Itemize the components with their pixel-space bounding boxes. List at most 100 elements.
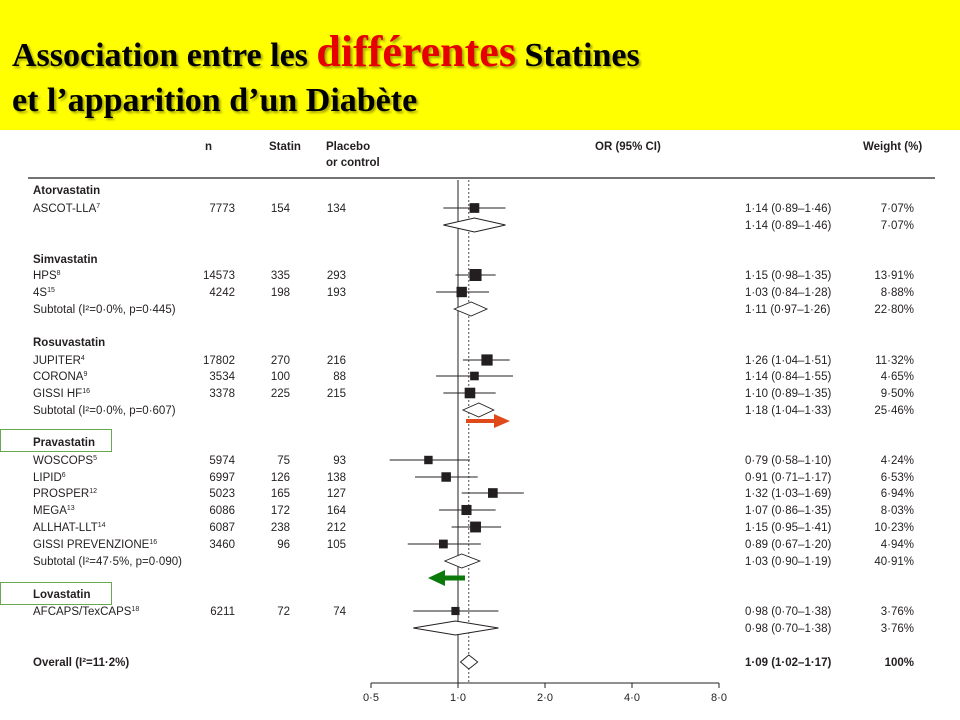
study-marker-point [438,539,448,549]
study-weight: 4·24% [881,455,914,467]
subtotal-weight: 25·46% [874,405,914,417]
study-marker-point [451,606,460,616]
study-statin-events: 100 [271,371,290,383]
study-or-ci: 0·89 (0·67–1·20) [745,539,831,551]
study-weight: 8·03% [881,505,914,517]
subtotal-label: Subtotal (I²=0·0%, p=0·445) [33,304,176,316]
study-marker-point [470,371,479,381]
subtotal-weight: 40·91% [874,556,914,568]
study-label: PROSPER12 [33,488,97,500]
group-heading: Rosuvastatin [33,337,105,349]
study-statin-events: 126 [271,472,290,484]
study-weight: 6·53% [881,472,914,484]
study-marker-point [424,455,433,465]
study-label: WOSCOPS5 [33,455,97,467]
subtotal-or-ci: 1·18 (1·04–1·33) [745,405,831,417]
study-statin-events: 75 [277,455,290,467]
study-n: 14573 [203,270,235,282]
study-n: 17802 [203,355,235,367]
study-statin-events: 238 [271,522,290,534]
study-or-ci: 0·98 (0·70–1·38) [745,606,831,618]
subtotal-or-ci: 1·11 (0·97–1·26) [745,304,831,316]
study-weight: 3·76% [881,606,914,618]
study-placebo-events: 215 [327,388,346,400]
study-or-ci: 0·91 (0·71–1·17) [745,472,831,484]
study-placebo-events: 293 [327,270,346,282]
study-statin-events: 335 [271,270,290,282]
x-tick-label: 8·0 [711,692,727,704]
study-placebo-events: 74 [333,606,346,618]
group-heading: Atorvastatin [33,185,100,197]
pravastatin-highlight-box [0,429,112,452]
subtotal-label: Subtotal (I²=0·0%, p=0·607) [33,405,176,417]
slide-title-line-2: et l’apparition d’un Diabète [12,82,418,119]
study-label: HPS8 [33,270,61,282]
study-statin-events: 96 [277,539,290,551]
x-tick-label: 0·5 [363,692,379,704]
overall-or-ci: 1·09 (1·02–1·17) [745,657,831,669]
subtotal-weight: 22·80% [874,304,914,316]
header-statin: Statin [269,141,301,153]
study-placebo-events: 193 [327,287,346,299]
study-statin-events: 225 [271,388,290,400]
subtotal-diamond [452,301,489,317]
study-label: CORONA9 [33,371,87,383]
study-placebo-events: 212 [327,522,346,534]
study-marker-point [488,488,498,498]
study-marker-point [456,286,467,298]
title-part-1: Association entre les [12,37,317,74]
study-weight: 4·94% [881,539,914,551]
lovastatin-highlight-box [0,582,112,605]
study-label: ASCOT-LLA7 [33,203,100,215]
study-marker-point [461,504,472,516]
study-weight: 9·50% [881,388,914,400]
overall-weight: 100% [885,657,914,669]
study-weight: 8·88% [881,287,914,299]
study-marker-point [441,472,451,482]
study-statin-events: 154 [271,203,291,215]
study-weight: 6·94% [881,488,914,500]
study-or-ci: 1·14 (0·84–1·55) [745,371,831,383]
study-placebo-events: 134 [327,203,347,215]
study-n: 4242 [209,287,235,299]
study-n: 6086 [209,505,235,517]
subtotal-or-ci: 1·14 (0·89–1·46) [745,220,831,232]
study-or-ci: 1·14 (0·89–1·46) [745,203,831,215]
study-statin-events: 172 [271,505,290,517]
right-arrow-head [494,414,510,428]
study-placebo-events: 105 [327,539,346,551]
study-n: 3460 [209,539,235,551]
header-or-ci: OR (95% CI) [595,141,661,153]
study-marker-point [469,203,480,213]
study-weight: 10·23% [874,522,914,534]
study-or-ci: 1·03 (0·84–1·28) [745,287,831,299]
study-label: AFCAPS/TexCAPS18 [33,606,139,618]
study-statin-events: 270 [271,355,290,367]
header-placebo-line2: or control [326,157,380,169]
subtotal-diamond [413,620,499,636]
study-marker-point [464,387,476,399]
study-or-ci: 1·26 (1·04–1·51) [745,355,831,367]
subtotal-weight: 3·76% [881,623,914,635]
study-or-ci: 1·15 (0·95–1·41) [745,522,831,534]
study-statin-events: 198 [271,287,290,299]
subtotal-diamond [443,553,482,569]
study-n: 7773 [209,203,235,215]
study-n: 6087 [209,522,235,534]
study-n: 5023 [209,488,235,500]
subtotal-or-ci: 0·98 (0·70–1·38) [745,623,831,635]
study-placebo-events: 93 [333,455,346,467]
study-label: GISSI HF16 [33,388,90,400]
study-marker-point [470,521,481,533]
study-or-ci: 1·32 (1·03–1·69) [745,488,831,500]
title-banner: Association entre les différentes Statin… [0,0,960,130]
study-placebo-events: 127 [327,488,346,500]
study-label: 4S15 [33,287,55,299]
study-placebo-events: 216 [327,355,346,367]
subtotal-or-ci: 1·03 (0·90–1·19) [745,556,831,568]
slide-title-line-1: Association entre les différentes Statin… [12,26,640,77]
study-placebo-events: 164 [327,505,347,517]
study-weight: 4·65% [881,371,914,383]
x-tick-label: 4·0 [624,692,640,704]
